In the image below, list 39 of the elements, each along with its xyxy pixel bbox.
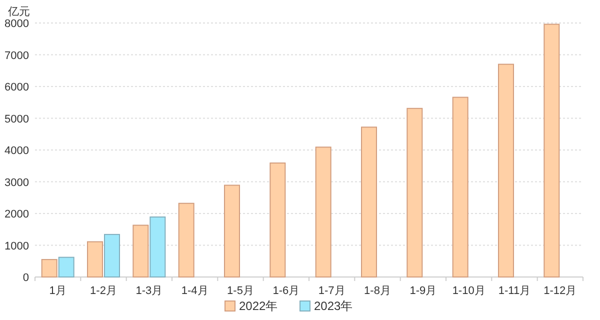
bar xyxy=(270,162,286,278)
x-tick-label: 1-9月 xyxy=(410,285,437,297)
x-tick-label: 1-4月 xyxy=(181,285,208,297)
legend-label: 2023年 xyxy=(314,299,353,313)
bar xyxy=(87,241,103,278)
bar xyxy=(361,126,377,278)
x-tick-label: 1-12月 xyxy=(544,285,577,297)
x-tick-label: 1-2月 xyxy=(90,285,117,297)
y-tick-label: 8000 xyxy=(4,18,29,30)
y-tick-label: 4000 xyxy=(4,145,29,157)
y-tick-label: 3000 xyxy=(4,176,29,189)
y-tick-label: 1000 xyxy=(4,240,29,252)
legend-label: 2022年 xyxy=(239,299,278,313)
x-tick-label: 1月 xyxy=(49,285,66,297)
y-tick-label: 7000 xyxy=(4,50,29,62)
bar xyxy=(315,146,332,278)
x-tick-label: 1-3月 xyxy=(136,285,163,297)
x-tick-label: 1-6月 xyxy=(272,285,300,297)
y-tick-label: 0 xyxy=(22,272,29,284)
bar xyxy=(58,256,74,278)
x-tick-label: 1-10月 xyxy=(452,285,486,297)
y-tick-label: 6000 xyxy=(4,82,29,94)
bar xyxy=(104,234,120,278)
y-axis-title: 亿元 xyxy=(7,6,30,18)
y-tick-label: 5000 xyxy=(4,113,29,126)
x-tick-label: 1-8月 xyxy=(364,285,391,297)
bar xyxy=(150,216,166,278)
x-tick-label: 1-5月 xyxy=(227,285,254,297)
bar xyxy=(224,184,240,278)
bar xyxy=(178,202,194,278)
bar xyxy=(452,96,468,278)
bar xyxy=(41,259,58,278)
bar xyxy=(132,224,149,278)
bar xyxy=(406,108,423,278)
y-tick-label: 2000 xyxy=(4,208,29,220)
x-tick-label: 1-7月 xyxy=(318,285,346,297)
x-tick-label: 1-11月 xyxy=(498,285,531,297)
bar xyxy=(498,64,514,278)
bar xyxy=(544,24,560,278)
